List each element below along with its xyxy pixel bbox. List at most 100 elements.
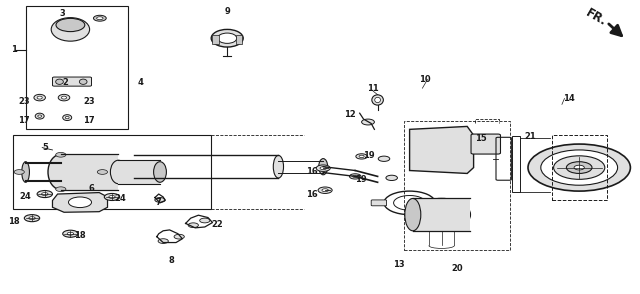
Ellipse shape bbox=[154, 162, 166, 182]
Ellipse shape bbox=[58, 94, 70, 101]
Circle shape bbox=[322, 189, 328, 192]
Ellipse shape bbox=[51, 18, 90, 41]
FancyBboxPatch shape bbox=[433, 200, 448, 206]
Text: 19: 19 bbox=[364, 151, 375, 160]
Circle shape bbox=[155, 198, 165, 202]
Circle shape bbox=[378, 156, 390, 161]
Circle shape bbox=[24, 215, 40, 222]
Text: 18: 18 bbox=[74, 231, 85, 240]
Text: 24: 24 bbox=[114, 194, 125, 203]
Ellipse shape bbox=[22, 162, 29, 182]
Text: 22: 22 bbox=[211, 220, 223, 228]
Ellipse shape bbox=[375, 97, 380, 103]
Bar bbox=[404, 121, 510, 250]
FancyBboxPatch shape bbox=[371, 200, 387, 206]
Circle shape bbox=[97, 17, 103, 20]
Circle shape bbox=[56, 153, 66, 157]
Circle shape bbox=[158, 239, 168, 243]
Circle shape bbox=[109, 196, 115, 198]
Text: 12: 12 bbox=[344, 110, 356, 119]
Circle shape bbox=[56, 187, 66, 192]
Circle shape bbox=[63, 230, 78, 237]
Ellipse shape bbox=[38, 115, 42, 117]
Ellipse shape bbox=[319, 159, 328, 175]
Text: 4: 4 bbox=[138, 78, 143, 87]
Ellipse shape bbox=[34, 94, 45, 101]
Bar bbox=[13, 135, 211, 209]
Circle shape bbox=[554, 156, 605, 179]
Text: 21: 21 bbox=[525, 132, 536, 141]
Ellipse shape bbox=[372, 95, 383, 105]
Bar bbox=[118, 160, 160, 184]
Ellipse shape bbox=[65, 116, 69, 119]
Text: 15: 15 bbox=[476, 134, 487, 143]
Circle shape bbox=[316, 165, 330, 171]
Text: 20: 20 bbox=[451, 264, 463, 273]
Circle shape bbox=[188, 223, 198, 228]
Circle shape bbox=[104, 193, 120, 201]
Text: 17: 17 bbox=[83, 116, 95, 125]
Text: 7: 7 bbox=[156, 198, 161, 207]
Circle shape bbox=[29, 217, 35, 220]
Text: 18: 18 bbox=[8, 217, 19, 225]
Text: 16: 16 bbox=[307, 190, 318, 198]
FancyBboxPatch shape bbox=[52, 77, 92, 86]
Circle shape bbox=[37, 191, 52, 198]
Text: 3: 3 bbox=[60, 9, 65, 18]
Circle shape bbox=[68, 197, 92, 208]
FancyBboxPatch shape bbox=[471, 134, 500, 154]
Bar bbox=[61, 154, 118, 190]
Ellipse shape bbox=[211, 29, 243, 47]
Text: 10: 10 bbox=[419, 75, 431, 84]
Ellipse shape bbox=[56, 18, 85, 32]
Text: 17: 17 bbox=[18, 116, 29, 125]
Circle shape bbox=[320, 167, 326, 170]
Text: 13: 13 bbox=[393, 260, 404, 269]
Text: 19: 19 bbox=[355, 176, 367, 184]
Polygon shape bbox=[52, 193, 108, 212]
Ellipse shape bbox=[413, 198, 470, 231]
Text: 9: 9 bbox=[225, 7, 230, 16]
Text: 5: 5 bbox=[42, 143, 48, 152]
Circle shape bbox=[528, 144, 630, 191]
Ellipse shape bbox=[110, 160, 127, 184]
Ellipse shape bbox=[63, 115, 72, 121]
Bar bbox=[212, 35, 219, 44]
Circle shape bbox=[386, 175, 397, 181]
Polygon shape bbox=[410, 126, 474, 173]
Circle shape bbox=[353, 175, 358, 178]
Text: 8: 8 bbox=[169, 256, 174, 265]
Text: 24: 24 bbox=[19, 193, 31, 201]
Circle shape bbox=[93, 15, 106, 21]
Ellipse shape bbox=[218, 33, 237, 44]
Circle shape bbox=[574, 165, 584, 170]
Ellipse shape bbox=[48, 154, 74, 190]
Circle shape bbox=[42, 193, 48, 196]
Circle shape bbox=[362, 119, 374, 125]
Bar bbox=[413, 198, 470, 231]
Bar bbox=[512, 136, 520, 192]
Text: 23: 23 bbox=[83, 97, 95, 106]
Circle shape bbox=[566, 162, 592, 173]
Ellipse shape bbox=[273, 156, 284, 178]
Text: 1: 1 bbox=[12, 46, 17, 54]
Ellipse shape bbox=[79, 79, 87, 84]
Bar bbox=[552, 135, 607, 200]
Text: 6: 6 bbox=[88, 184, 94, 193]
Circle shape bbox=[541, 150, 618, 185]
Ellipse shape bbox=[61, 96, 67, 99]
Text: FR.: FR. bbox=[584, 6, 609, 28]
Text: 11: 11 bbox=[367, 84, 379, 93]
Bar bbox=[236, 35, 242, 44]
Circle shape bbox=[97, 170, 108, 174]
Circle shape bbox=[174, 234, 184, 239]
Text: 2: 2 bbox=[63, 78, 68, 87]
Circle shape bbox=[318, 187, 332, 193]
Circle shape bbox=[200, 218, 210, 223]
Circle shape bbox=[359, 155, 364, 158]
Ellipse shape bbox=[35, 113, 44, 119]
Text: 16: 16 bbox=[307, 168, 318, 176]
Circle shape bbox=[67, 232, 74, 235]
Circle shape bbox=[349, 174, 361, 179]
Text: 23: 23 bbox=[18, 97, 29, 106]
